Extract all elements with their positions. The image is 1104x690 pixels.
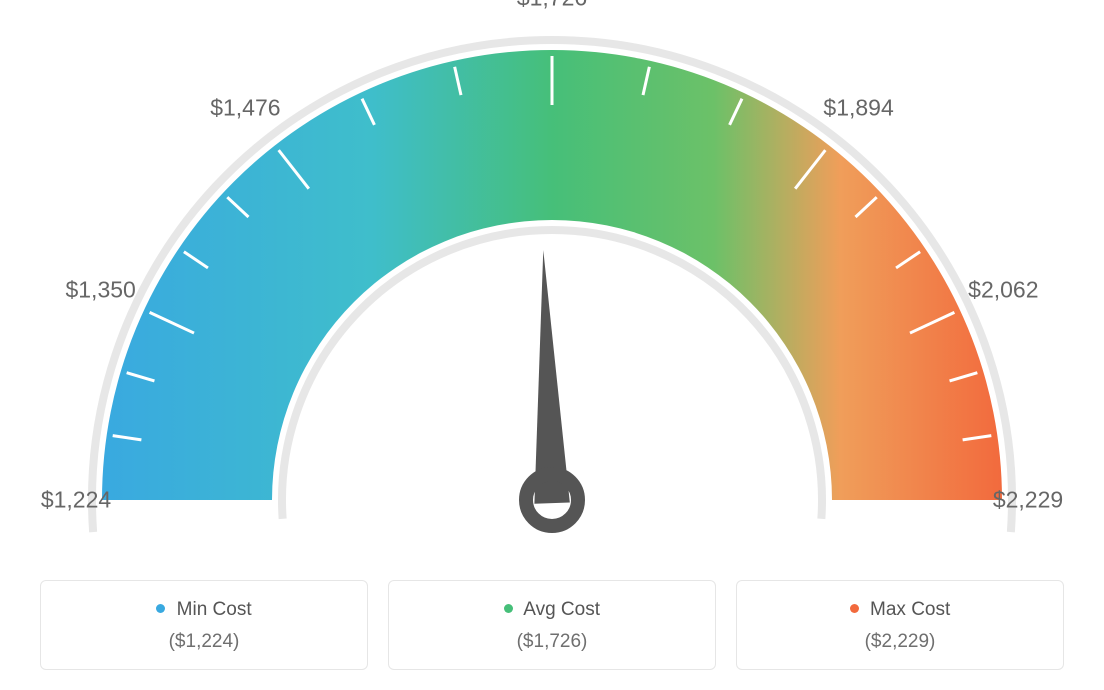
gauge-tick-label: $2,229 <box>993 487 1063 514</box>
gauge-tick-label: $1,726 <box>517 0 587 12</box>
avg-cost-card: Avg Cost ($1,726) <box>388 580 716 670</box>
avg-cost-value: ($1,726) <box>399 631 705 653</box>
gauge-svg <box>0 0 1104 560</box>
avg-dot <box>504 604 513 613</box>
summary-cards: Min Cost ($1,224) Avg Cost ($1,726) Max … <box>0 580 1104 670</box>
min-cost-label: Min Cost <box>177 599 252 620</box>
gauge-tick-label: $2,062 <box>968 276 1038 303</box>
max-dot <box>850 604 859 613</box>
max-cost-label: Max Cost <box>870 599 950 620</box>
max-cost-value: ($2,229) <box>747 631 1053 653</box>
avg-cost-title: Avg Cost <box>399 599 705 621</box>
max-cost-card: Max Cost ($2,229) <box>736 580 1064 670</box>
gauge-tick-label: $1,894 <box>823 94 893 121</box>
min-cost-title: Min Cost <box>51 599 357 621</box>
gauge-tick-label: $1,476 <box>210 94 280 121</box>
gauge-tick-label: $1,224 <box>41 487 111 514</box>
gauge-tick-label: $1,350 <box>65 276 135 303</box>
avg-cost-label: Avg Cost <box>523 599 600 620</box>
min-cost-value: ($1,224) <box>51 631 357 653</box>
min-dot <box>156 604 165 613</box>
gauge-chart: $1,224 $1,350 $1,476 $1,726 $1,894 $2,062 $2,2… <box>0 0 1104 560</box>
cost-gauge-widget: $1,224 $1,350 $1,476 $1,726 $1,894 $2,062 $2,2… <box>0 0 1104 690</box>
max-cost-title: Max Cost <box>747 599 1053 621</box>
min-cost-card: Min Cost ($1,224) <box>40 580 368 670</box>
